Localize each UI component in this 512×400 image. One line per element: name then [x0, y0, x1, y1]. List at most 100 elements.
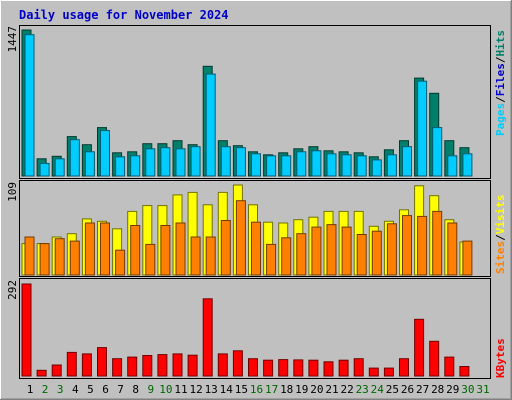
x-tick-day-10: 10 [159, 383, 172, 396]
bar-kbytes-day-6 [97, 347, 107, 377]
bar-kbytes-day-21 [323, 361, 334, 377]
x-tick-day-19: 19 [295, 383, 308, 396]
bar-files-day-14 [220, 146, 231, 177]
bar-files-day-19 [296, 151, 307, 177]
x-tick-day-2: 2 [42, 383, 49, 396]
bar-sites-day-30 [462, 240, 473, 276]
legend-hits: Hits [494, 30, 507, 57]
x-tick-day-31: 31 [476, 383, 489, 396]
bar-sites-day-13 [205, 236, 216, 276]
bar-kbytes-day-24 [368, 367, 379, 377]
bar-files-day-10 [160, 147, 171, 177]
x-tick-day-18: 18 [280, 383, 293, 396]
bar-kbytes-day-2 [36, 369, 47, 377]
bar-files-day-22 [341, 154, 352, 177]
bar-sites-day-27 [417, 215, 428, 276]
bar-sites-day-20 [311, 226, 322, 276]
bar-sites-day-3 [54, 238, 65, 276]
bar-kbytes-day-9 [142, 355, 153, 377]
bar-sites-day-7 [115, 249, 126, 276]
bar-sites-day-1 [24, 236, 35, 276]
bar-kbytes-day-10 [157, 354, 168, 377]
x-tick-day-12: 12 [189, 383, 202, 396]
x-tick-day-28: 28 [431, 383, 444, 396]
x-tick-day-22: 22 [340, 383, 353, 396]
bar-files-day-1 [24, 34, 35, 177]
bar-kbytes-day-29 [444, 356, 455, 377]
bar-files-day-23 [356, 155, 367, 177]
legend-files: Files [494, 63, 507, 96]
panel-hits-files-legend: Pages/Files/Hits [494, 30, 507, 136]
bar-sites-day-8 [130, 225, 141, 276]
bar-files-day-20 [311, 150, 322, 177]
bar-files-day-21 [326, 153, 337, 177]
panel-kbytes-ymax: 292 [6, 280, 19, 300]
bar-files-day-17 [266, 155, 277, 177]
panel-hits-files-ymax: 1447 [6, 26, 19, 53]
bar-sites-day-17 [266, 243, 277, 276]
bar-files-day-29 [447, 155, 458, 177]
bar-kbytes-day-27 [414, 318, 425, 377]
bar-files-day-3 [54, 158, 65, 177]
bar-sites-day-14 [220, 220, 231, 276]
bar-files-day-9 [145, 148, 156, 177]
bar-kbytes-day-25 [383, 367, 394, 377]
bar-kbytes-day-15 [232, 350, 243, 377]
x-tick-day-20: 20 [310, 383, 323, 396]
x-tick-day-7: 7 [117, 383, 124, 396]
bar-sites-day-22 [341, 226, 352, 276]
bar-kbytes-day-30 [459, 366, 470, 377]
bar-kbytes-day-11 [172, 353, 183, 377]
x-tick-day-24: 24 [371, 383, 385, 396]
x-tick-day-15: 15 [235, 383, 248, 396]
bar-sites-day-12 [190, 236, 201, 276]
legend-sep-1: / [494, 96, 507, 103]
x-tick-day-11: 11 [174, 383, 187, 396]
bar-kbytes-day-26 [399, 358, 409, 377]
bar-files-day-30 [462, 153, 473, 177]
legend-sep-3: / [494, 234, 507, 241]
bar-files-day-28 [432, 127, 443, 177]
bar-sites-day-21 [326, 224, 337, 276]
x-tick-day-26: 26 [401, 383, 414, 396]
bar-kbytes-day-4 [66, 351, 77, 377]
x-tick-day-16: 16 [250, 383, 263, 396]
bar-kbytes-day-18 [278, 359, 289, 377]
bar-files-day-12 [190, 146, 201, 177]
bar-sites-day-29 [447, 222, 458, 276]
bar-files-day-11 [175, 148, 186, 177]
x-tick-day-6: 6 [102, 383, 109, 396]
x-tick-day-5: 5 [87, 383, 94, 396]
x-tick-day-1: 1 [27, 383, 34, 396]
x-tick-day-9: 9 [147, 383, 154, 396]
bar-files-day-8 [130, 155, 141, 177]
x-tick-day-13: 13 [205, 383, 218, 396]
bar-sites-day-10 [160, 225, 171, 276]
bar-files-day-25 [386, 154, 397, 177]
bar-sites-day-16 [251, 221, 261, 276]
bar-kbytes-day-20 [308, 359, 319, 377]
x-tick-day-21: 21 [325, 383, 338, 396]
bar-sites-day-9 [145, 243, 156, 276]
bar-kbytes-day-13 [202, 298, 213, 377]
bar-kbytes-day-1 [21, 283, 32, 377]
bar-files-day-15 [235, 147, 246, 177]
bar-files-day-13 [205, 73, 216, 177]
bar-sites-day-24 [371, 230, 382, 276]
legend-visits: Visits [494, 195, 507, 235]
bar-files-day-26 [402, 146, 412, 177]
bar-sites-day-23 [356, 234, 367, 276]
x-tick-day-30: 30 [461, 383, 474, 396]
bar-kbytes-day-23 [353, 358, 364, 377]
x-tick-labels: 1 2 3 4 5 6 7 8 9 10 11 12 13 14 15 16 17 18 19 20 21 22 23 24 2… [27, 383, 490, 396]
bar-files-day-4 [69, 139, 80, 177]
bar-kbytes-day-22 [338, 359, 349, 377]
x-tick-day-29: 29 [446, 383, 459, 396]
bar-sites-day-18 [281, 237, 292, 276]
x-tick-day-4: 4 [72, 383, 79, 396]
legend-sites: Sites [494, 241, 507, 274]
legend-kbytes: KBytes [494, 338, 507, 378]
bar-sites-day-19 [296, 233, 307, 276]
bar-sites-day-6 [100, 222, 110, 276]
bar-files-day-2 [39, 162, 50, 177]
